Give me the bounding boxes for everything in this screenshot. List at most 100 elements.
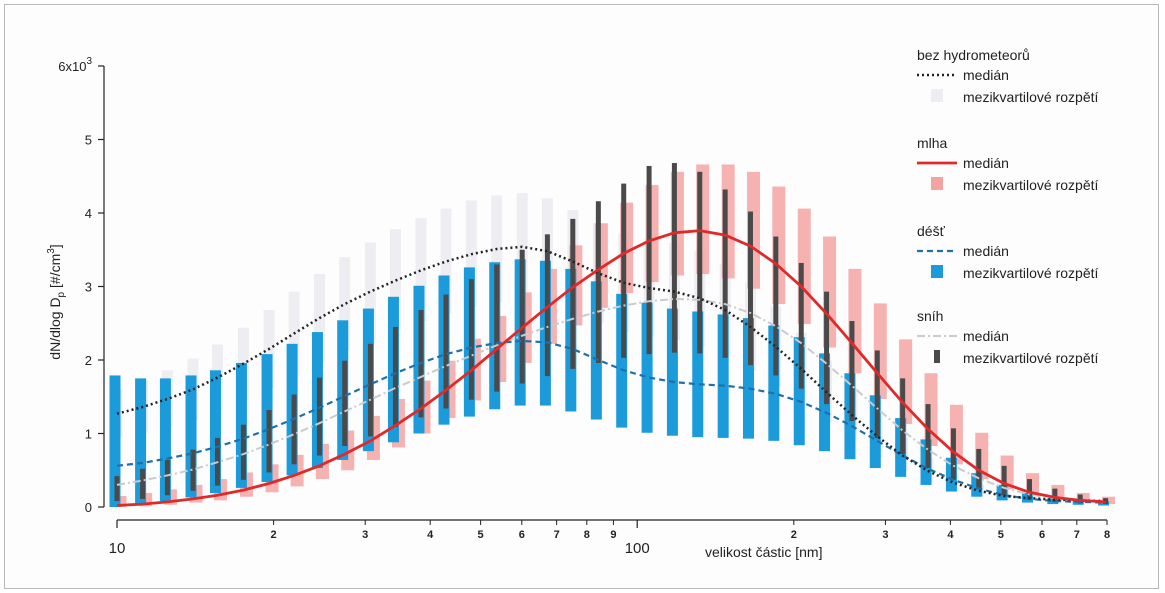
bar-iqr-snow: [367, 343, 373, 437]
y-tick-exponent: 3: [86, 56, 92, 67]
bar-iqr-rain: [793, 337, 805, 446]
line-median-rain: [116, 339, 1106, 504]
bar-iqr-snow: [190, 449, 196, 491]
x-minor-tick-label: 4: [427, 529, 434, 541]
y-tick-label: 2: [85, 353, 92, 368]
bar-iqr-snow: [646, 165, 652, 355]
bar-iqr-snow: [342, 360, 348, 446]
bar-iqr-snow: [773, 236, 779, 376]
legend-heading: sníh: [917, 308, 943, 324]
bar-iqr-snow: [1001, 465, 1007, 496]
bar-iqr-snow: [164, 459, 170, 496]
legend-median-label: medián: [963, 155, 1009, 171]
y-tick-label: 4: [85, 206, 92, 221]
legend-median-label: medián: [963, 243, 1009, 259]
legend-median-label: medián: [963, 328, 1009, 344]
bar-iqr-snow: [316, 377, 322, 456]
y-tick-label: 1: [85, 427, 92, 442]
x-minor-tick-label: 3: [362, 529, 368, 541]
legend-heading: mlha: [917, 135, 948, 151]
bar-iqr-rain: [109, 375, 121, 507]
bar-iqr-snow: [494, 264, 500, 392]
y-tick-label: 6x103: [58, 56, 92, 74]
bar-iqr-snow: [621, 183, 627, 358]
bar-iqr-fog: [1102, 496, 1116, 505]
legend-iqr-label: mezikvartilové rozpětí: [963, 177, 1098, 193]
median-lines: [116, 229, 1106, 507]
bar-iqr-snow: [900, 378, 906, 455]
bar-iqr-snow: [722, 189, 728, 358]
bar-iqr-fog: [1076, 493, 1090, 503]
bar-iqr-snow: [291, 394, 297, 465]
bar-iqr-snow: [392, 326, 398, 427]
y-axis-title-unit: [#/cm: [47, 254, 63, 292]
line-median-no-hydrometeors: [116, 245, 1106, 503]
x-minor-tick-label: 2: [791, 529, 797, 541]
bar-iqr-snow: [114, 476, 120, 502]
bar-iqr-snow: [544, 234, 550, 377]
bar-iqr-no-hydrometeors: [440, 208, 452, 314]
line-median-snow: [116, 297, 1106, 503]
x-major-tick-label: 100: [625, 540, 650, 557]
legend-iqr-swatch: [931, 89, 943, 102]
bar-iqr-snow: [1077, 494, 1083, 504]
y-axis-title-sub: p: [56, 291, 67, 297]
legend-heading: déšť: [917, 223, 946, 239]
bar-iqr-snow: [240, 424, 246, 480]
bar-iqr-snow: [140, 468, 146, 499]
bar-iqr-snow: [950, 428, 956, 480]
bar-iqr-rain: [135, 378, 147, 505]
bar-iqr-snow: [468, 279, 474, 400]
legend-iqr-label: mezikvartilové rozpětí: [963, 265, 1098, 281]
y-tick-label: 5: [85, 133, 92, 148]
y-axis-title-sup: 3: [46, 248, 57, 254]
bar-iqr-snow: [824, 291, 830, 405]
x-minor-tick-label: 5: [998, 529, 1004, 541]
bar-iqr-snow: [595, 201, 601, 363]
y-axis-title: dN/dlog Dp [#/cm3]: [46, 244, 67, 359]
legend-iqr-swatch: [934, 350, 940, 363]
x-minor-tick-label: 8: [1104, 529, 1110, 541]
x-minor-tick-label: 7: [1074, 529, 1080, 541]
y-axis-title-close: ]: [47, 244, 63, 248]
bar-iqr-rain: [185, 375, 197, 498]
legend-iqr-swatch: [931, 177, 943, 190]
legend-iqr-swatch: [931, 265, 943, 278]
legend-iqr-label: mezikvartilové rozpětí: [963, 89, 1098, 105]
x-minor-tick-label: 6: [519, 529, 525, 541]
bar-iqr-snow: [747, 211, 753, 366]
legend-iqr-label: mezikvartilové rozpětí: [963, 350, 1098, 366]
bar-iqr-snow: [671, 163, 677, 353]
x-major-tick-label: 10: [109, 540, 126, 557]
bar-iqr-no-hydrometeors: [339, 257, 351, 352]
bar-iqr-snow: [925, 404, 931, 469]
x-minor-tick-label: 6: [1039, 529, 1045, 541]
x-axis-title: velikost částic [nm]: [705, 544, 822, 560]
line-median-fog: [116, 229, 1106, 507]
bar-iqr-rain: [616, 293, 628, 428]
bar-iqr-snow: [443, 294, 449, 409]
legend-heading: bez hydrometeorů: [917, 47, 1030, 63]
x-minor-tick-label: 5: [478, 529, 484, 541]
bar-iqr-snow: [519, 249, 525, 384]
bar-iqr-snow: [849, 321, 855, 422]
bar-iqr-rain: [717, 314, 729, 438]
bar-iqr-rain: [692, 311, 704, 438]
bar-iqr-no-hydrometeors: [364, 242, 376, 341]
bar-iqr-no-hydrometeors: [313, 274, 325, 363]
bar-iqr-snow: [266, 409, 272, 473]
x-minor-tick-label: 3: [882, 529, 888, 541]
bar-iqr-snow: [874, 350, 880, 438]
bar-iqr-rain: [641, 302, 653, 433]
bar-iqr-snow: [1027, 479, 1033, 500]
bar-iqr-snow: [697, 171, 703, 354]
y-tick-label: 3: [85, 280, 92, 295]
y-tick-label: 0: [85, 500, 92, 515]
x-minor-tick-label: 7: [554, 529, 560, 541]
legend-median-label: medián: [963, 67, 1009, 83]
bar-iqr-rain: [742, 318, 754, 439]
bar-iqr-rain: [768, 325, 780, 441]
bar-iqr-rain: [159, 378, 171, 502]
bar-iqr-snow: [1052, 488, 1058, 502]
x-minor-tick-label: 8: [584, 529, 590, 541]
